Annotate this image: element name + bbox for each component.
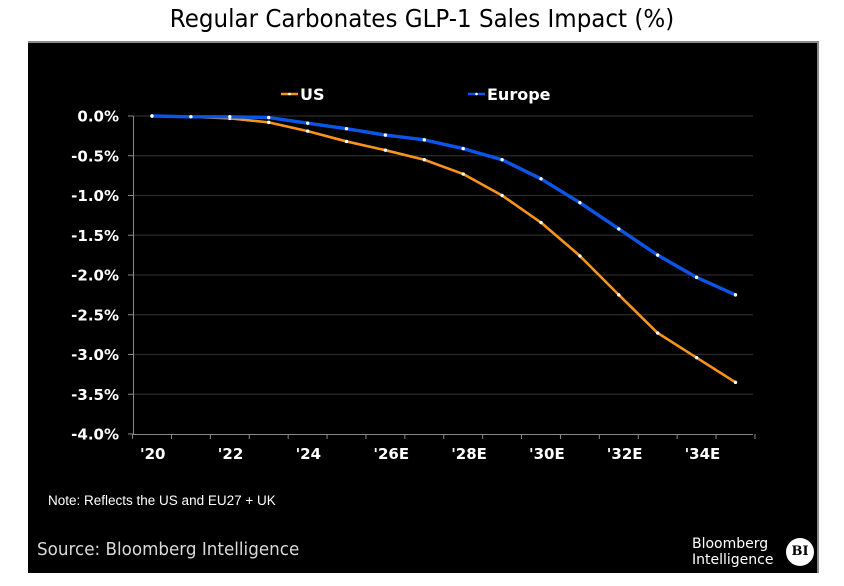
x-tick-label: '24 xyxy=(296,445,321,463)
data-point-us xyxy=(578,254,582,258)
x-axis-tick-labels: '20 '22 '24 '26E '28E '30E '32E '34E xyxy=(140,445,720,463)
legend-marker-us xyxy=(288,92,291,96)
data-point-us xyxy=(344,139,349,144)
data-point-europe xyxy=(617,227,621,231)
axes xyxy=(128,115,756,439)
legend-label-europe: Europe xyxy=(487,85,551,104)
y-axis-tick-labels: 0.0% -0.5% -1.0% -1.5% -2.0% -2.5% -3.0% -3.5% -… xyxy=(71,108,119,444)
data-point-us xyxy=(461,172,465,176)
data-point-us xyxy=(733,380,738,385)
gridlines xyxy=(133,115,753,395)
legend-label-us: US xyxy=(300,85,325,104)
y-tick-label: -2.5% xyxy=(71,306,119,324)
x-tick-label: '30E xyxy=(529,445,565,463)
data-point-europe xyxy=(422,138,426,142)
legend-marker-europe xyxy=(475,92,478,96)
data-point-europe xyxy=(383,133,388,137)
data-point-europe xyxy=(461,146,465,151)
data-point-europe xyxy=(150,114,154,118)
y-tick-label: -4.0% xyxy=(71,426,119,444)
source-label: Source: Bloomberg Intelligence xyxy=(37,539,300,560)
data-point-us xyxy=(656,331,660,335)
chart-title: Regular Carbonates GLP-1 Sales Impact (%… xyxy=(169,4,675,33)
legend: US Europe xyxy=(281,85,551,104)
data-point-us xyxy=(267,120,271,125)
brand-line-2: Intelligence xyxy=(692,552,774,568)
x-tick-label: '22 xyxy=(218,445,243,463)
data-point-us xyxy=(500,193,504,198)
y-tick-label: -0.5% xyxy=(71,147,119,165)
data-point-europe xyxy=(500,158,504,162)
y-tick-label: -3.0% xyxy=(71,346,119,364)
chart-panel xyxy=(28,41,819,573)
x-tick-label: '20 xyxy=(140,445,165,463)
series-lines xyxy=(150,114,738,385)
data-point-us xyxy=(617,293,621,297)
x-tick-label: '26E xyxy=(373,445,409,463)
data-point-europe xyxy=(539,177,543,181)
data-point-us xyxy=(694,355,699,360)
data-point-europe xyxy=(733,293,738,297)
chart-note: Note: Reflects the US and EU27 + UK xyxy=(48,493,276,508)
data-point-us xyxy=(422,158,426,162)
y-tick-label: 0.0% xyxy=(77,108,119,126)
data-point-europe xyxy=(578,200,582,205)
data-point-europe xyxy=(694,275,699,280)
data-point-us xyxy=(539,220,543,225)
data-point-us xyxy=(383,148,388,152)
bi-logo-icon: BI xyxy=(786,538,814,566)
y-tick-label: -1.5% xyxy=(71,227,119,245)
y-tick-label: -3.5% xyxy=(71,386,119,404)
series-line-us xyxy=(151,114,737,384)
data-point-europe xyxy=(305,121,310,125)
data-point-europe xyxy=(344,127,349,131)
x-tick-label: '34E xyxy=(685,445,721,463)
brand-name: Bloomberg Intelligence xyxy=(692,536,773,568)
data-point-europe xyxy=(189,115,193,119)
y-tick-label: -1.0% xyxy=(71,187,119,205)
data-point-europe xyxy=(267,115,271,120)
y-tick-label: -2.0% xyxy=(71,267,119,285)
series-line-europe xyxy=(151,114,737,297)
data-point-europe xyxy=(228,115,232,119)
data-point-us xyxy=(305,129,310,133)
data-point-europe xyxy=(656,253,660,257)
x-tick-label: '32E xyxy=(607,445,643,463)
brand-line-1: Bloomberg xyxy=(692,536,769,552)
x-tick-label: '28E xyxy=(451,445,487,463)
